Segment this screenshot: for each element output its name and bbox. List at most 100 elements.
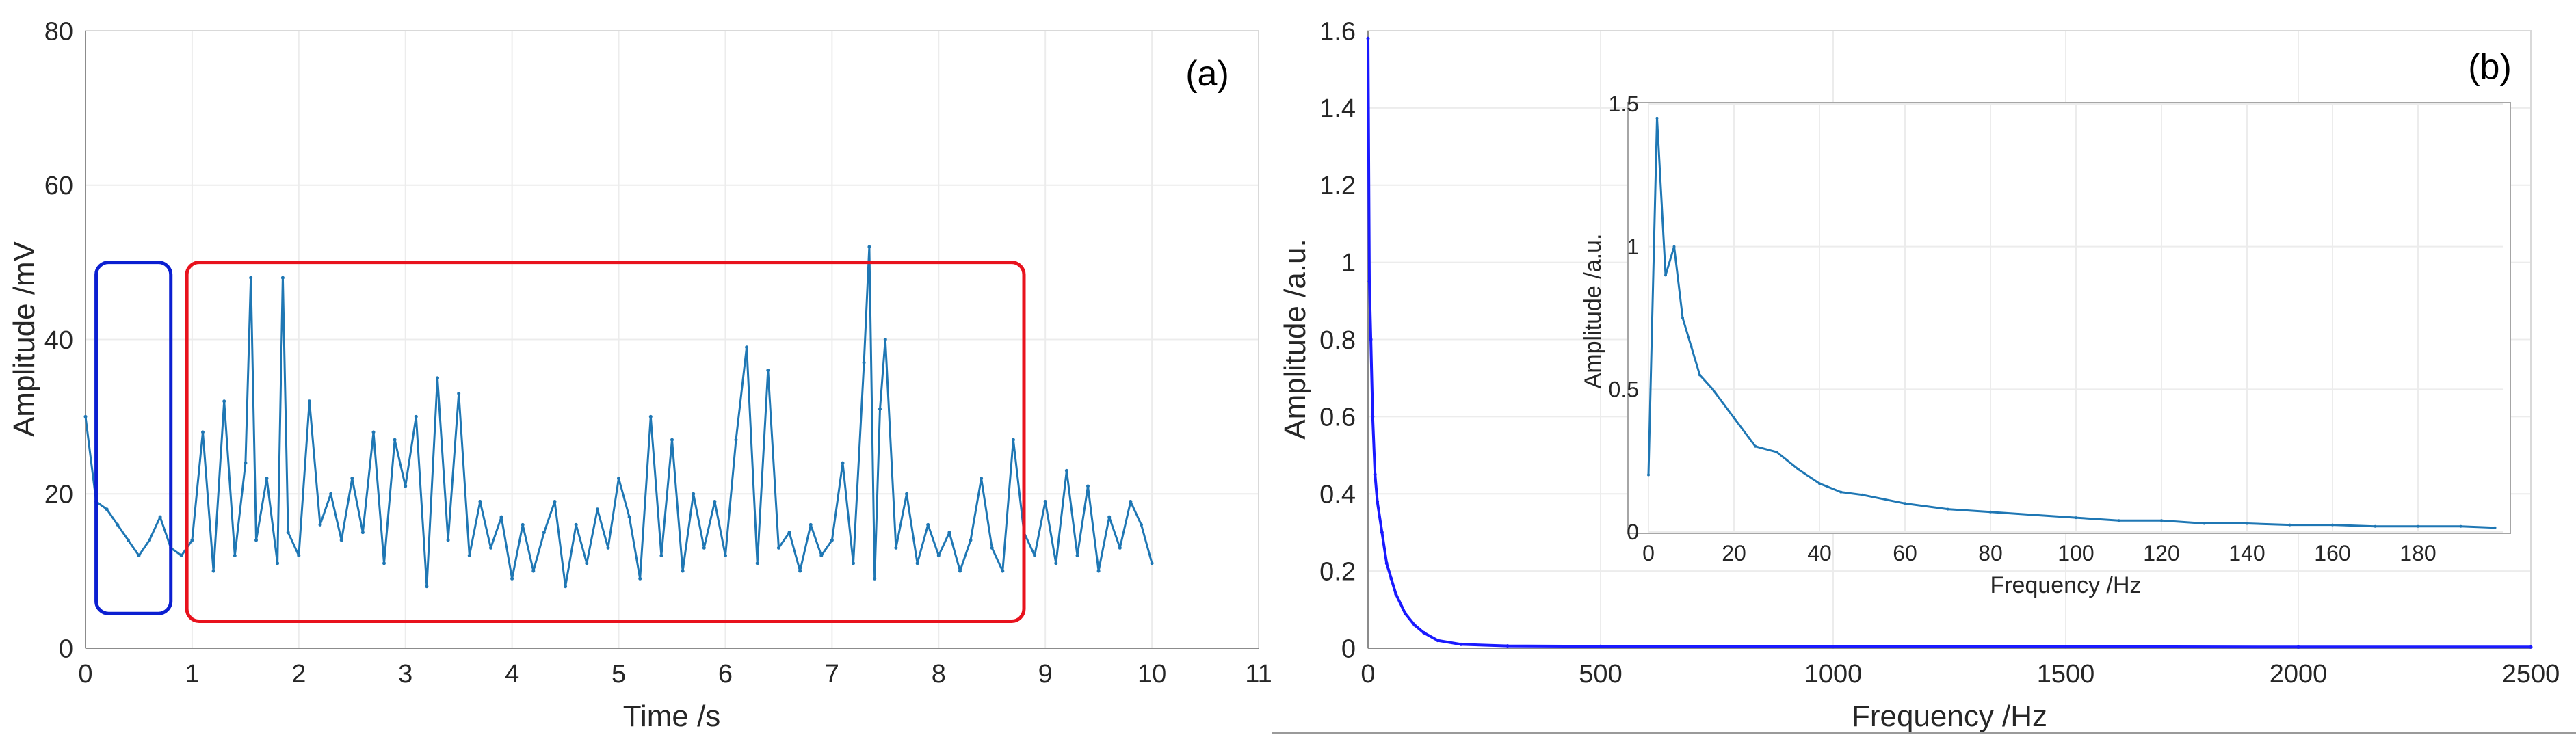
x-tick-label: 8 xyxy=(932,660,946,689)
x-tick-label: 100 xyxy=(2058,541,2094,565)
x-tick-labels-a: 0 1 2 3 4 5 6 7 8 9 10 11 xyxy=(78,660,1272,689)
data-point xyxy=(1459,642,1463,646)
data-point xyxy=(776,546,780,550)
data-point xyxy=(2032,514,2035,516)
data-point xyxy=(713,500,717,503)
data-point xyxy=(724,554,727,557)
data-point xyxy=(878,407,882,411)
data-point xyxy=(1655,116,1659,120)
data-point xyxy=(755,561,759,565)
x-tick-label: 9 xyxy=(1038,660,1053,689)
data-point xyxy=(1011,438,1015,442)
data-point xyxy=(852,561,855,565)
data-point xyxy=(350,477,354,481)
inset-chart-b: 0 20 40 60 80 100 120 140 160 180 0 0.5 1 1.5 Freque… xyxy=(1580,92,2511,598)
data-point xyxy=(1436,639,1440,643)
data-point xyxy=(1086,484,1090,488)
data-point xyxy=(499,515,503,519)
data-point xyxy=(2417,524,2419,528)
y-tick-label: 0.5 xyxy=(1609,377,1639,402)
data-point xyxy=(2160,519,2163,522)
data-point xyxy=(1946,507,1949,511)
data-point xyxy=(894,546,898,550)
x-tick-label: 10 xyxy=(1138,660,1166,689)
data-point xyxy=(1599,644,1603,648)
data-point xyxy=(425,585,429,589)
inset-grid xyxy=(1648,103,2503,533)
data-point xyxy=(1376,500,1380,503)
data-point xyxy=(1384,561,1389,565)
inset-x-axis-label: Frequency /Hz xyxy=(1990,572,2141,598)
data-point xyxy=(2246,522,2248,525)
data-point xyxy=(883,338,887,341)
data-point xyxy=(467,554,471,557)
data-point xyxy=(980,477,984,481)
data-point xyxy=(648,414,653,418)
data-point xyxy=(531,569,536,573)
data-point xyxy=(606,546,610,550)
data-point xyxy=(83,414,88,418)
x-tick-label: 180 xyxy=(2400,541,2436,565)
data-point xyxy=(1367,280,1371,284)
data-point xyxy=(809,522,813,527)
data-point xyxy=(478,500,482,503)
data-point xyxy=(1775,451,1778,454)
data-point xyxy=(702,546,706,550)
data-point xyxy=(1690,345,1693,348)
y-axis-label-b: Amplitude /a.u. xyxy=(1278,239,1312,440)
data-point xyxy=(1129,500,1133,503)
data-point xyxy=(137,554,141,557)
data-point xyxy=(382,561,386,565)
y-tick-label: 0.4 xyxy=(1319,481,1356,509)
data-point xyxy=(286,531,290,535)
data-point xyxy=(360,531,365,535)
y-tick-label: 1 xyxy=(1627,235,1639,259)
data-point xyxy=(1796,468,1800,471)
data-point xyxy=(2296,645,2300,649)
annotation-box xyxy=(94,261,173,615)
x-tick-label: 1 xyxy=(185,660,199,689)
data-point xyxy=(830,538,834,542)
data-point xyxy=(116,522,120,527)
data-point xyxy=(2064,645,2068,649)
inset-series-line xyxy=(1647,116,2497,529)
data-point xyxy=(211,569,215,573)
data-point xyxy=(1033,554,1037,557)
chart-b: 0 500 1000 1500 2000 2500 00.20.40.60.811.21.… xyxy=(1272,17,2576,734)
data-point xyxy=(2117,519,2120,522)
data-point xyxy=(2288,523,2291,527)
y-tick-labels-a: 0 20 40 60 80 xyxy=(44,17,73,663)
data-point xyxy=(1371,414,1375,418)
x-tick-label: 1000 xyxy=(1804,660,1863,689)
data-point xyxy=(766,369,770,373)
data-point xyxy=(1380,531,1384,535)
data-point xyxy=(1001,569,1005,573)
data-point xyxy=(734,438,738,442)
grid-a xyxy=(85,30,1259,649)
x-tick-label: 4 xyxy=(505,660,519,689)
data-point xyxy=(404,484,408,488)
x-tick-label: 140 xyxy=(2229,541,2265,565)
y-tick-label: 60 xyxy=(44,172,73,200)
data-point xyxy=(1054,561,1058,565)
data-point xyxy=(244,461,248,465)
data-point xyxy=(510,576,514,581)
x-tick-label: 3 xyxy=(398,660,412,689)
y-tick-label: 1.5 xyxy=(1609,92,1639,116)
data-point xyxy=(1681,317,1684,319)
data-point xyxy=(521,522,525,527)
x-tick-label: 80 xyxy=(1978,541,2003,565)
data-point xyxy=(1369,338,1373,341)
data-point xyxy=(1647,473,1650,477)
data-point xyxy=(179,554,183,557)
data-point xyxy=(318,522,322,527)
x-tick-label: 2000 xyxy=(2270,660,2328,689)
data-point xyxy=(1733,416,1735,420)
data-point xyxy=(126,538,130,542)
data-point xyxy=(1506,644,1510,648)
x-tick-label: 500 xyxy=(1579,660,1622,689)
data-point xyxy=(1831,645,1835,649)
y-tick-label: 0 xyxy=(59,635,73,663)
x-tick-labels-b: 0 500 1000 1500 2000 2500 xyxy=(1361,660,2560,689)
data-point xyxy=(297,554,301,557)
